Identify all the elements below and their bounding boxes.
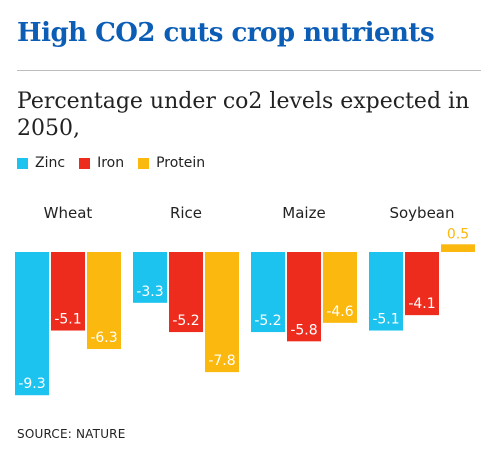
- legend-item-protein: Protein: [138, 155, 205, 171]
- chart-title: High CO2 cuts crop nutrients: [17, 18, 435, 48]
- value-label-rice-zinc: -3.3: [136, 284, 163, 300]
- value-label-wheat-iron: -5.1: [54, 312, 81, 328]
- bar-rice-protein: [205, 252, 239, 373]
- category-label-maize: Maize: [282, 204, 325, 222]
- bar-soybean-iron: [405, 252, 439, 316]
- bar-maize-zinc: [251, 252, 285, 333]
- category-label-wheat: Wheat: [44, 204, 93, 222]
- value-label-rice-iron: -5.2: [172, 313, 199, 329]
- bar-soybean-protein: [441, 244, 475, 252]
- bar-wheat-protein: [87, 252, 121, 350]
- value-label-maize-iron: -5.8: [290, 322, 317, 338]
- value-label-maize-zinc: -5.2: [254, 313, 281, 329]
- value-label-maize-protein: -4.6: [326, 304, 353, 320]
- legend-item-iron: Iron: [79, 155, 124, 171]
- legend-item-zinc: Zinc: [17, 155, 65, 171]
- bar-soybean-zinc: [369, 252, 403, 331]
- chart-subtitle: Percentage under co2 levels expected in …: [17, 89, 470, 141]
- bar-wheat-zinc: [15, 252, 49, 396]
- legend-swatch-protein: [138, 157, 150, 169]
- bar-chart: Wheat -9.3 -5.1 -6.3 Rice -3.3 -5.2 -7.8 Maize -5…: [15, 204, 475, 396]
- legend-swatch-zinc: [17, 157, 28, 169]
- title-divider: [17, 70, 481, 71]
- value-label-wheat-protein: -6.3: [90, 330, 117, 346]
- legend: Zinc Iron Protein: [17, 155, 219, 171]
- bar-rice-zinc: [133, 252, 167, 303]
- value-label-soybean-protein: 0.5: [447, 226, 469, 242]
- legend-swatch-iron: [79, 157, 91, 169]
- category-label-soybean: Soybean: [389, 204, 454, 222]
- value-label-rice-protein: -7.8: [208, 353, 235, 369]
- bar-maize-iron: [287, 252, 321, 342]
- legend-label-protein: Protein: [156, 155, 206, 171]
- bar-maize-protein: [323, 252, 357, 323]
- legend-label-iron: Iron: [97, 155, 125, 171]
- value-label-soybean-iron: -4.1: [408, 296, 435, 312]
- value-label-soybean-zinc: -5.1: [372, 312, 399, 328]
- bar-wheat-iron: [51, 252, 85, 331]
- value-label-wheat-zinc: -9.3: [18, 376, 45, 392]
- legend-label-zinc: Zinc: [35, 155, 66, 171]
- category-label-rice: Rice: [170, 204, 202, 222]
- bar-rice-iron: [169, 252, 203, 333]
- source-note: SOURCE: NATURE: [17, 427, 126, 441]
